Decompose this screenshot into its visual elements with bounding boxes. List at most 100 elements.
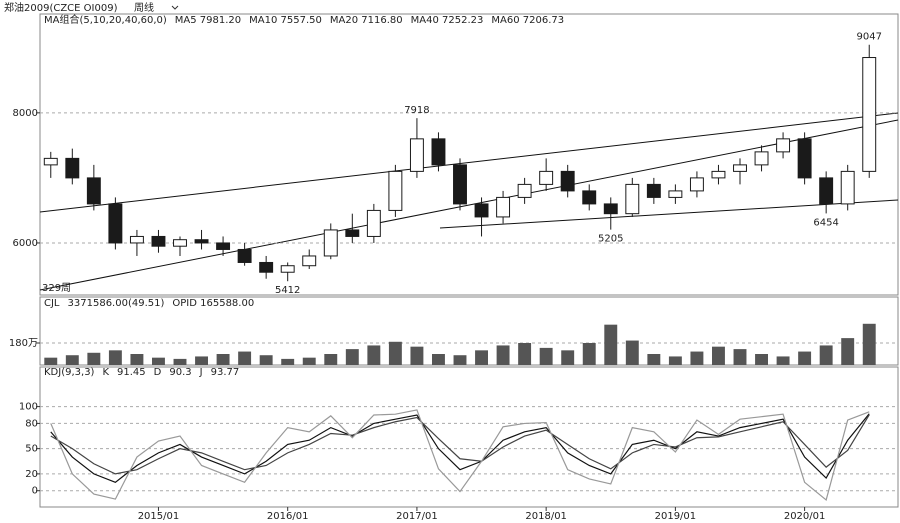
trend-line	[439, 199, 899, 229]
period[interactable]: 周线	[134, 1, 154, 14]
volume-bar	[281, 358, 295, 365]
candle-body	[280, 265, 295, 273]
legend-value: 91.45	[117, 367, 146, 378]
legend-value: 90.3	[169, 367, 191, 378]
candle-body	[517, 183, 532, 198]
volume-bar	[259, 355, 273, 365]
x-tick-label: 2015/01	[138, 511, 180, 522]
x-tick-label: 2019/01	[655, 511, 697, 522]
volume-bar	[733, 349, 747, 365]
x-tick-label: 2020/01	[784, 511, 826, 522]
candle-body	[453, 164, 467, 205]
volume-bar	[453, 355, 467, 365]
annotation: 6454	[813, 217, 838, 228]
annotation: 7918	[404, 105, 429, 116]
y-tick-label: 0	[32, 486, 38, 497]
candle-body	[733, 164, 747, 172]
candle-body	[65, 157, 80, 179]
volume-bar	[518, 343, 532, 365]
volume-frame	[39, 296, 899, 366]
volume-bar	[475, 350, 488, 365]
x-tick-label: 2018/01	[525, 511, 567, 522]
volume-bar	[130, 354, 144, 365]
candle-body	[711, 170, 726, 179]
volume-bar	[195, 356, 208, 365]
indicator-title: CJL	[44, 298, 60, 309]
volume-bar	[496, 345, 510, 365]
y-tick-label: 100	[19, 402, 38, 413]
volume-bar	[388, 341, 402, 365]
x-tick-label: 2016/01	[267, 511, 309, 522]
candle-body	[86, 177, 101, 205]
candle-body	[689, 177, 704, 192]
volume-bar	[410, 346, 424, 365]
indicator: MA10 7557.50	[249, 15, 322, 26]
trend-line	[39, 119, 899, 291]
candle-body	[819, 177, 834, 205]
volume-bar	[65, 355, 79, 365]
indicator: MA20 7116.80	[330, 15, 403, 26]
volume-bar	[841, 338, 855, 365]
y-tick-label: 80	[25, 418, 38, 429]
indicator: MA5 7981.20	[175, 15, 241, 26]
y-tick-label: 20	[25, 469, 38, 480]
candle-body	[474, 203, 489, 218]
volume-bar	[862, 323, 876, 365]
candle-body	[151, 235, 166, 247]
annotation: 5205	[598, 234, 623, 245]
indicator: MA40 7252.23	[411, 15, 484, 26]
candle-body	[431, 138, 446, 166]
kdj-line	[50, 409, 870, 502]
volume-bar	[302, 357, 316, 365]
volume-bar	[604, 324, 618, 365]
candle-body	[582, 190, 597, 205]
volume-bar	[647, 354, 661, 365]
candle-body	[840, 170, 855, 205]
volume-bar	[755, 354, 768, 365]
candle-body	[108, 203, 123, 244]
dropdown-icon[interactable]	[171, 5, 179, 10]
volume-bar	[324, 354, 338, 365]
volume-bar	[776, 356, 790, 365]
volume-bar	[668, 356, 682, 365]
volume-bar	[152, 357, 165, 365]
y-tick-label: 50	[25, 444, 38, 455]
kdj-frame	[39, 366, 899, 508]
period-count: 329周	[42, 282, 71, 294]
symbol: 郑油2009(CZCE OI009)	[4, 1, 118, 14]
volume-bar	[819, 345, 833, 365]
y-tick-label: 180万	[9, 338, 38, 349]
volume-bar	[539, 347, 553, 365]
kdj-line	[50, 414, 870, 475]
volume-bar	[367, 345, 381, 365]
legend-name: D	[154, 367, 162, 378]
candle-body	[862, 57, 877, 172]
candle-body	[539, 170, 554, 185]
indicator: 3371586.00(49.51)	[68, 298, 165, 309]
legend-name: K	[102, 367, 109, 378]
volume-bar	[216, 354, 230, 365]
volume-bar	[690, 351, 704, 365]
candle-body	[496, 196, 511, 218]
y-tick-label: 6000	[13, 238, 38, 249]
candle-body	[776, 138, 791, 153]
volume-bar	[108, 350, 122, 365]
indicator: MA60 7206.73	[491, 15, 564, 26]
volume-bar	[345, 349, 359, 365]
volume-bar	[173, 358, 187, 365]
legend-value: 93.77	[211, 367, 240, 378]
candle-body	[259, 261, 274, 273]
annotation: 5412	[275, 285, 300, 296]
legend-name: J	[199, 367, 203, 378]
x-tick-label: 2017/01	[396, 511, 438, 522]
candle-body	[560, 170, 575, 192]
candle-body	[754, 151, 769, 166]
candle-body	[194, 239, 209, 244]
volume-bar	[582, 343, 596, 365]
candle-body	[409, 138, 424, 172]
candle-body	[366, 209, 381, 237]
kdj-line	[50, 413, 870, 483]
volume-bar	[238, 351, 252, 365]
